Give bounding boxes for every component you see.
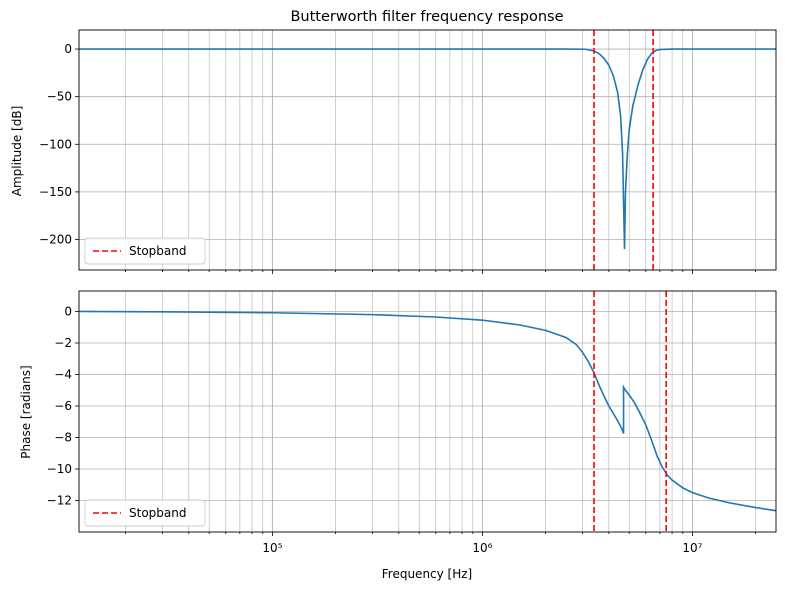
y-tick-label: 0 (64, 42, 72, 56)
amplitude-y-axis-label: Amplitude [dB] (10, 106, 24, 197)
y-tick-label: −150 (39, 185, 72, 199)
y-tick-label: 0 (64, 304, 72, 318)
legend-box (84, 237, 206, 265)
y-tick-label: −10 (47, 462, 72, 476)
y-tick-label: −2 (54, 336, 72, 350)
legend-box (84, 499, 206, 527)
chart-title: Butterworth filter frequency response (290, 9, 563, 25)
phase-y-axis-label: Phase [radians] (19, 365, 33, 458)
amplitude-panel: Butterworth filter frequency response Am… (10, 9, 777, 274)
x-axis-label: Frequency [Hz] (382, 567, 473, 581)
legend: Stopband (84, 499, 206, 527)
y-tick-label: −8 (54, 430, 72, 444)
legend-label: Stopband (129, 506, 186, 520)
y-tick-label: −6 (54, 399, 72, 413)
axes-frame (78, 29, 777, 271)
y-tick-label: −100 (39, 137, 72, 151)
x-tick-label: 10⁶ (472, 541, 492, 555)
y-tick-label: −50 (47, 90, 72, 104)
y-tick-label: −4 (54, 367, 72, 381)
phase-panel: Phase [radians] Frequency [Hz] 0 −2 −4 −6 −8… (19, 290, 777, 581)
x-tick-label: 10⁷ (682, 541, 702, 555)
legend: Stopband (84, 237, 206, 265)
y-tick-label: −12 (47, 493, 72, 507)
x-tick-label: 10⁵ (262, 541, 282, 555)
y-tick-label: −200 (39, 233, 72, 247)
axes-frame (78, 290, 777, 533)
legend-label: Stopband (129, 244, 186, 258)
response-series-line (79, 310, 776, 512)
